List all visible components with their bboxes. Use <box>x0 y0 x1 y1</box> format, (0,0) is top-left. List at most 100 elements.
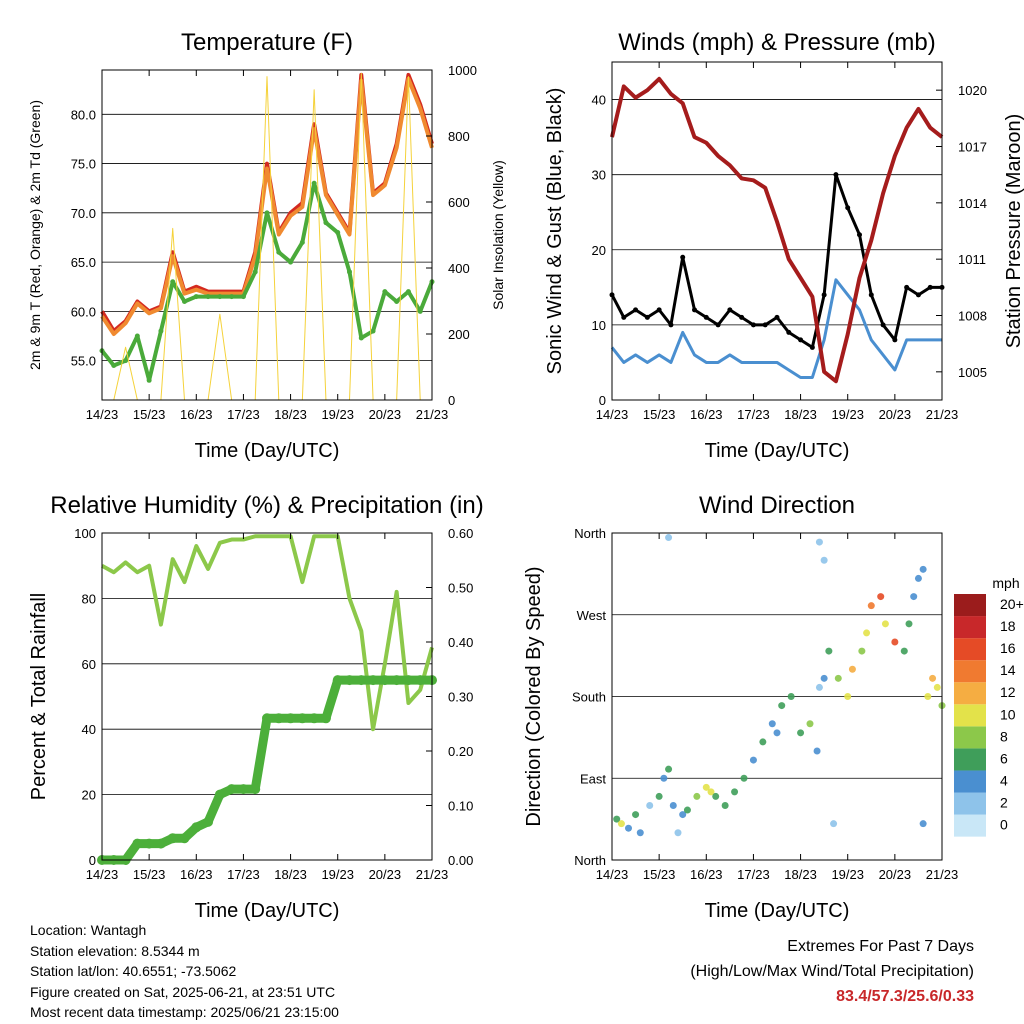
y2-axis-label: Station Pressure (Maroon) <box>1003 114 1024 349</box>
data-point <box>203 816 214 827</box>
created-text: Figure created on Sat, 2025-06-21, at 23… <box>30 983 336 1000</box>
direction-point <box>877 593 885 601</box>
colorbar-label: 20+ <box>1000 596 1024 612</box>
data-point <box>167 833 178 844</box>
x-tick-label: 21/23 <box>416 867 449 882</box>
x-tick-label: 17/23 <box>737 407 770 422</box>
y-tick-label: North <box>574 853 606 868</box>
colorbar-swatch <box>954 616 986 639</box>
extremes-box: Extremes For Past 7 Days (High/Low/Max W… <box>690 934 974 1009</box>
data-point <box>762 322 768 328</box>
direction-point <box>919 820 927 828</box>
data-point <box>297 713 308 724</box>
direction-point <box>929 674 937 682</box>
colorbar-swatch <box>954 792 986 815</box>
y2-tick-label: 1005 <box>958 365 987 380</box>
direction-point <box>848 665 856 673</box>
direction-point <box>632 811 640 819</box>
x-axis-label: Time (Day/UTC) <box>705 900 850 922</box>
x-axis-label: Time (Day/UTC) <box>195 440 340 462</box>
data-point <box>370 328 376 334</box>
x-tick-label: 15/23 <box>133 407 166 422</box>
direction-point <box>712 792 720 800</box>
direction-point <box>740 774 748 782</box>
y-tick-label: 20 <box>592 243 606 258</box>
plot-frame <box>101 69 433 401</box>
direction-point <box>625 824 632 832</box>
elevation-text: Station elevation: 8.5344 m <box>30 942 200 959</box>
data-point <box>739 314 745 320</box>
data-point <box>205 294 211 300</box>
y-tick-label: 65.0 <box>71 255 96 270</box>
direction-point <box>613 815 621 823</box>
data-point <box>809 344 815 350</box>
data-point <box>391 675 402 686</box>
data-point <box>415 675 426 686</box>
x-tick-label: 14/23 <box>86 407 119 422</box>
direction-point <box>702 783 710 791</box>
plot-frame <box>611 61 943 401</box>
direction-point <box>834 674 842 682</box>
x-tick-label: 15/23 <box>643 867 676 882</box>
y2-axis-label: Solar Insolation (Yellow) <box>490 160 506 310</box>
y-axis-label: Direction (Colored By Speed) <box>523 566 545 826</box>
data-point <box>299 239 305 245</box>
extremes-subtitle: (High/Low/Max Wind/Total Precipitation) <box>690 963 974 980</box>
y2-tick-label: 1014 <box>958 196 987 211</box>
y-tick-label: 80 <box>82 591 96 606</box>
data-point <box>833 172 839 178</box>
y2-tick-label: 1000 <box>448 63 477 78</box>
y2-tick-label: 1011 <box>958 252 986 267</box>
data-point <box>134 333 140 339</box>
direction-point <box>683 806 691 814</box>
data-point <box>250 784 261 795</box>
colorbar-swatch <box>954 594 986 617</box>
y2-tick-label: 0.50 <box>448 581 473 596</box>
x-tick-label: 20/23 <box>369 407 402 422</box>
direction-point <box>919 565 927 573</box>
direction-point <box>768 720 776 728</box>
colorbar-swatch <box>954 638 986 661</box>
data-point <box>320 713 331 724</box>
data-point <box>262 713 272 724</box>
data-point <box>798 337 804 343</box>
y-tick-label: 60 <box>82 657 96 672</box>
direction-point <box>665 765 673 773</box>
x-tick-label: 14/23 <box>596 867 629 882</box>
data-point <box>311 180 317 186</box>
data-point <box>379 675 390 686</box>
direction-point <box>707 788 715 796</box>
location-text: Location: Wantagh <box>30 922 147 938</box>
y2-tick-label: 0 <box>448 393 455 408</box>
data-point <box>273 713 284 724</box>
data-point <box>703 314 709 320</box>
data-point <box>774 314 780 320</box>
direction-point <box>891 638 899 646</box>
data-point <box>382 289 388 295</box>
extremes-title: Extremes For Past 7 Days <box>787 938 974 955</box>
y-tick-label: 60.0 <box>71 304 96 319</box>
direction-point <box>933 683 941 691</box>
y2-tick-label: 200 <box>448 327 470 342</box>
direction-point <box>858 647 866 655</box>
x-tick-label: 14/23 <box>596 407 629 422</box>
y-tick-label: 100 <box>74 526 96 541</box>
y-axis-label: 2m & 9m T (Red, Orange) & 2m Td (Green) <box>27 100 43 370</box>
direction-point <box>863 629 871 637</box>
y-tick-label: 75.0 <box>71 157 96 172</box>
colorbar-label: 18 <box>1000 618 1016 634</box>
x-tick-label: 15/23 <box>643 407 676 422</box>
x-tick-label: 21/23 <box>926 867 959 882</box>
direction-point <box>830 820 838 828</box>
extremes-values: 83.4/57.3/25.6/0.33 <box>836 988 974 1005</box>
x-tick-label: 16/23 <box>180 407 213 422</box>
data-point <box>323 220 329 226</box>
colorbar-label: 0 <box>1000 817 1008 833</box>
data-point <box>252 269 258 275</box>
series-line <box>101 534 434 732</box>
colorbar-swatch <box>954 814 986 837</box>
y-tick-label: South <box>572 690 606 705</box>
data-point <box>821 292 827 298</box>
colorbar-title: mph <box>992 575 1019 591</box>
